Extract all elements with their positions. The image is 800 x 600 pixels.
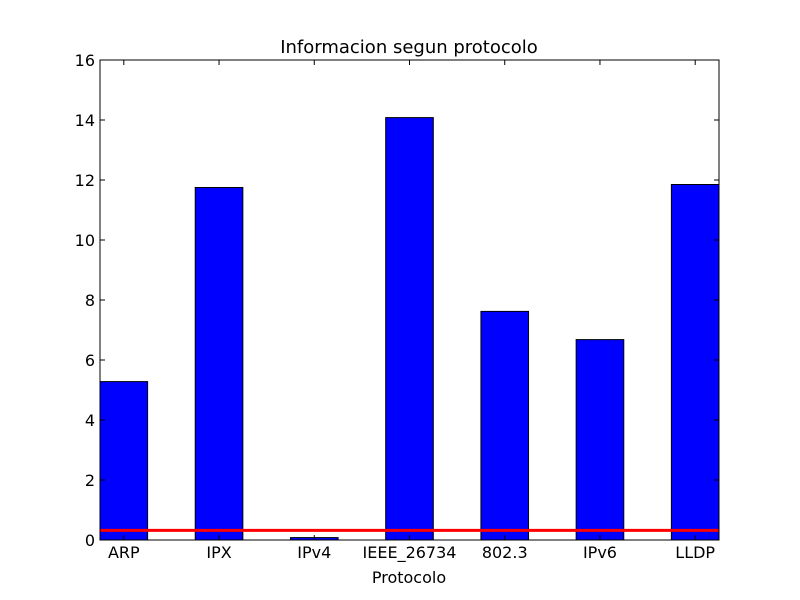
y-tick-label: 0 [85,531,95,550]
x-tick-label: ARP [108,543,140,562]
y-axis: 0 2 4 6 8 10 12 14 16 [75,51,719,550]
x-tick-label: IEEE_26734 [363,543,457,563]
bar-arp [99,381,149,541]
x-tick-label: IPv6 [583,543,617,562]
bar-lldp [670,184,720,541]
y-tick-label: 4 [85,411,95,430]
bar-802-3 [480,310,530,541]
x-tick-label: IPX [206,543,231,562]
y-tick-label: 12 [75,171,95,190]
y-tick-label: 10 [75,231,95,250]
x-axis-label: Protocolo [372,568,446,587]
x-tick-label: IPv4 [297,543,331,562]
x-axis: ARP IPX IPv4 IEEE_26734 802.3 IPv6 LLDP [108,60,715,563]
y-tick-label: 6 [85,351,95,370]
y-tick-label: 2 [85,471,95,490]
x-tick-label: 802.3 [482,543,528,562]
bars-layer [99,117,720,541]
y-tick-label: 16 [75,51,95,70]
x-tick-label: LLDP [675,543,715,562]
chart-title: Informacion segun protocolo [280,37,538,58]
y-tick-label: 14 [75,111,95,130]
bar-ieee-26734 [385,117,434,541]
y-tick-label: 8 [85,291,95,310]
bar-ipv6 [575,339,625,541]
bar-ipx [194,187,244,541]
